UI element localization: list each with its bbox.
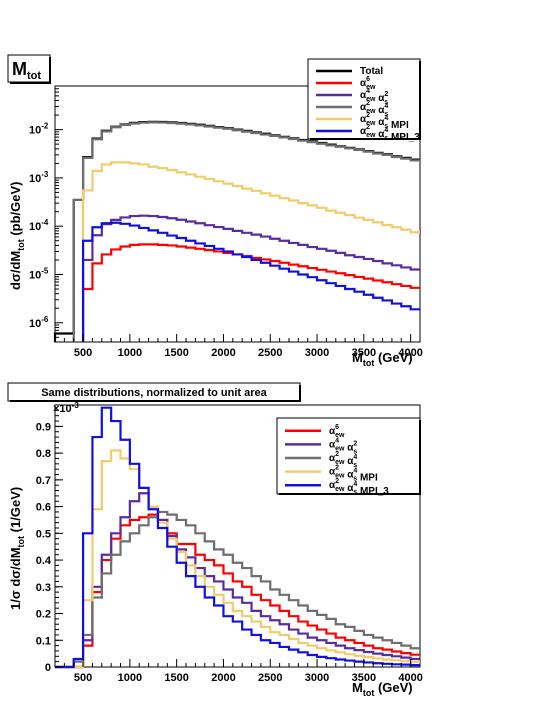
bottom-x-tick-label-2500: 2500: [258, 672, 282, 684]
svg-text:Mtot: Mtot: [12, 59, 41, 82]
bottom-legend-label-mpi: α2 ew α4 s MPI: [329, 465, 378, 484]
bottom-y-axis-label: 1/σ dσ/dMtot (1/GeV): [8, 487, 26, 610]
top-legend-label-aew6: α6 ew: [360, 76, 376, 91]
bottom-y-tick-label: 0.2: [36, 609, 51, 621]
bottom-y-tick-label: 0.9: [36, 421, 51, 433]
top-legend-label-aew2as4: α2 ew α4 s: [360, 100, 388, 118]
bottom-series-aew2as4: [55, 510, 420, 669]
bottom-x-tick-label-3000: 3000: [305, 672, 329, 684]
top-legend-box: [307, 58, 421, 140]
bottom-x-tick-label-1000: 1000: [118, 672, 142, 684]
bottom-y-tick-label: 0.7: [36, 475, 51, 487]
top-y-tick-label: 10-3: [29, 170, 49, 185]
top-x-axis-label: Mtot (GeV): [352, 350, 413, 368]
bottom-y-tick-label: 0.3: [36, 582, 51, 594]
top-x-tick-label-1000: 1000: [118, 347, 142, 359]
bottom-series-aew6: [55, 513, 420, 669]
top-legend-label-aew4as2: α4 ew α2 s: [360, 88, 388, 106]
top-series-mpi: [81, 161, 420, 342]
top-x-tick-label-3000: 3000: [305, 347, 329, 359]
bottom-legend-label-aew2as4: α2 ew α4 s: [329, 451, 357, 469]
bottom-y-multiplier: ×10-3: [53, 401, 79, 415]
top-y-tick-label: 10-2: [29, 122, 49, 137]
bottom-legend-label-aew4as2: α4 ew α2 s: [329, 437, 357, 455]
top-panel-label: Mtot: [7, 54, 51, 84]
top-x-tick-label-2000: 2000: [211, 347, 235, 359]
top-panel-label-text: M: [12, 59, 27, 79]
top-x-tick-label-2500: 2500: [258, 347, 282, 359]
bottom-legend-label-mpi3: α2 ew α4 s MPI_3: [329, 478, 389, 497]
bottom-panel-title: Same distributions, normalized to unit a…: [7, 382, 301, 402]
bottom-series-aew4as2: [55, 492, 420, 669]
bottom-x-tick-label-4000: 4000: [398, 672, 422, 684]
top-panel-label-sub: tot: [27, 70, 41, 82]
top-x-tick-label-1500: 1500: [164, 347, 188, 359]
bottom-chart-frame: [54, 404, 421, 668]
top-chart: 500 1000 1500 2000 2500 3000 3500 4000 10-6 10-5 1…: [8, 58, 423, 368]
bottom-y-tick-label: 0.8: [36, 448, 51, 460]
top-x-tick-label-500: 500: [74, 347, 92, 359]
top-legend-label-mpi: α2 ew α4 s MPI: [360, 112, 409, 131]
bottom-panel-title-text: Same distributions, normalized to unit a…: [41, 387, 267, 399]
bottom-y-tick-label: 0.1: [36, 635, 51, 647]
bottom-y-tick-label: 0.6: [36, 502, 51, 514]
top-y-tick-label: 10-6: [29, 315, 49, 330]
top-y-tick-label: 10-5: [29, 266, 49, 281]
bottom-x-tick-label-1500: 1500: [164, 672, 188, 684]
top-chart-frame: [54, 85, 421, 343]
top-y-tick-label: 10-4: [29, 218, 49, 233]
top-x-tick-label-3500: 3500: [352, 347, 376, 359]
bottom-x-tick-label-500: 500: [74, 672, 92, 684]
top-legend-label-Total: Total: [360, 66, 383, 77]
bottom-series-mpi3: [55, 406, 420, 669]
bottom-series-mpi: [55, 449, 420, 669]
bottom-y-tick-label: 0.5: [36, 528, 51, 540]
bottom-x-tick-label-2000: 2000: [211, 672, 235, 684]
top-x-tick-label-4000: 4000: [398, 347, 422, 359]
bottom-y-tick-label: 0: [45, 662, 51, 674]
top-series-aew2as4: [72, 121, 420, 342]
top-legend-label-mpi3: α2 ew α4 s MPI_3: [360, 124, 420, 143]
bottom-x-tick-label-3500: 3500: [352, 672, 376, 684]
top-y-axis-label: dσ/dMtot (pb/GeV): [8, 181, 26, 290]
bottom-chart: 500 1000 1500 2000 2500 3000 3500 4000 0 0.1 0.2 0.…: [8, 401, 423, 698]
bottom-x-axis-label: Mtot (GeV): [352, 680, 413, 698]
bottom-legend-label-aew6: α6 ew: [329, 424, 345, 439]
bottom-y-tick-label: 0.4: [36, 555, 52, 567]
top-series-aew4as2: [81, 214, 420, 342]
top-series-mpi3: [81, 221, 420, 342]
